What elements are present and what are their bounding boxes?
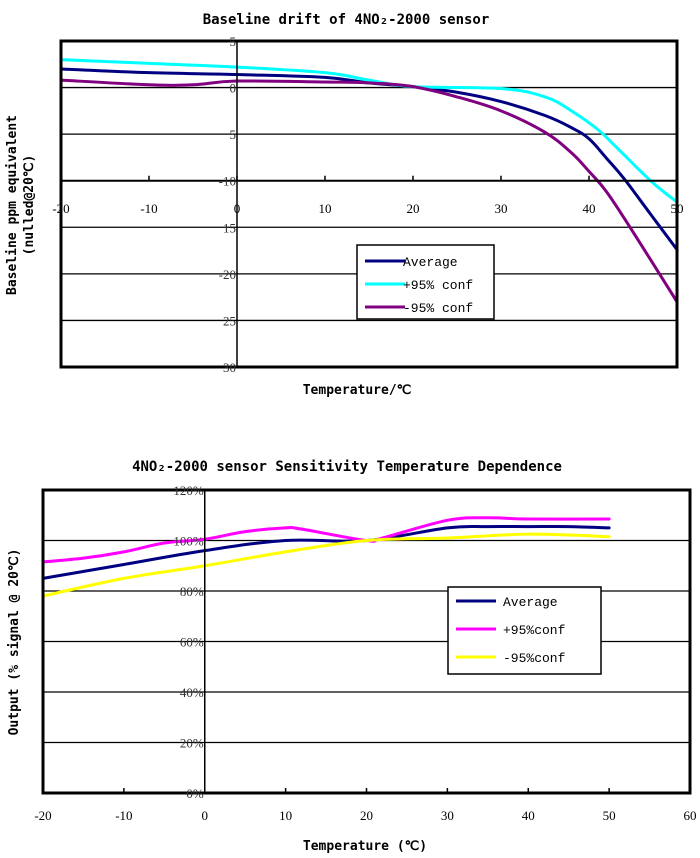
y-tick-label: 0: [230, 81, 237, 96]
x-tick-label: -10: [140, 201, 157, 216]
axes: [59, 39, 679, 369]
plot-frame: [59, 39, 679, 369]
series-line-average: [59, 67, 679, 252]
x-tick-label: 60: [684, 808, 697, 823]
x-tick-label: 10: [279, 808, 292, 823]
x-tick-label: 40: [583, 201, 596, 216]
y-tick-label: 0%: [186, 786, 204, 801]
axes: [41, 488, 692, 795]
x-tick-label: 30: [495, 201, 508, 216]
x-tick-label: 20: [407, 201, 420, 216]
legend: Average +95% conf -95% conf: [356, 244, 495, 320]
x-tick-labels: -20 -10 0 10 20 30 40 50: [52, 201, 683, 216]
series-line-95-conf: [59, 58, 679, 204]
y-tick-label: 30: [223, 360, 236, 375]
y-tick-label: 80%: [180, 584, 204, 599]
y-axis-title: Output (% signal @ 20℃): [7, 549, 22, 736]
y-axis-title: Baseline ppm equivalent: [5, 115, 20, 295]
x-tick-label: 50: [671, 201, 684, 216]
x-tick-label: -10: [115, 808, 132, 823]
sensitivity-chart: 4NO₂-2000 sensor Sensitivity Temperature…: [7, 459, 697, 854]
x-tick-label: 20: [360, 808, 373, 823]
legend-label: -95%conf: [503, 651, 565, 666]
x-tick-label: -20: [52, 201, 69, 216]
y-tick-label: 60%: [180, 635, 204, 650]
series-line-95-conf: [59, 78, 679, 304]
x-axis-title: Temperature/℃: [303, 383, 412, 398]
series-group: [41, 516, 611, 598]
chart-title: Baseline drift of 4NO₂-2000 sensor: [203, 12, 490, 28]
baseline-drift-chart: Baseline drift of 4NO₂-2000 sensor 505-1…: [5, 12, 684, 398]
y-tick-label: 15: [223, 220, 236, 235]
series-line-95-conf: [41, 516, 611, 564]
x-tick-label: 0: [234, 201, 241, 216]
y-tick-label: 20%: [180, 736, 204, 751]
x-tick-label: 0: [202, 808, 209, 823]
y-tick-labels: 5 0 5 -10 15 -20 25 30: [219, 34, 236, 375]
chart-title: 4NO₂-2000 sensor Sensitivity Temperature…: [132, 459, 562, 475]
legend-label: -95% conf: [403, 301, 473, 316]
x-tick-label: 30: [441, 808, 454, 823]
y-axis-subtitle: (nulled@20℃): [22, 155, 37, 256]
x-tick-labels: -20 -10 0 10 20 30 40 50 60: [34, 808, 696, 823]
x-tick-label: 10: [319, 201, 332, 216]
y-tick-label: 40%: [180, 685, 204, 700]
legend-label: +95% conf: [403, 278, 473, 293]
series-line-95-conf: [41, 532, 611, 598]
y-tick-label: -10: [219, 174, 236, 189]
y-tick-label: 100%: [173, 534, 204, 549]
x-axis-title: Temperature (℃): [303, 839, 427, 854]
y-tick-label: -20: [219, 267, 236, 282]
legend: Average +95%conf -95%conf: [447, 586, 602, 675]
x-tick-label: -20: [34, 808, 51, 823]
legend-label: +95%conf: [503, 623, 565, 638]
y-tick-label: 25: [223, 313, 236, 328]
y-tick-labels: 0% 20% 40% 60% 80% 100% 120%: [173, 483, 204, 801]
y-tick-label: 5: [230, 127, 237, 142]
x-tick-label: 40: [522, 808, 535, 823]
y-tick-label: 5: [230, 34, 237, 49]
y-tick-label: 120%: [173, 483, 204, 498]
legend-label: Average: [503, 595, 558, 610]
x-tick-label: 50: [603, 808, 616, 823]
legend-label: Average: [403, 255, 458, 270]
